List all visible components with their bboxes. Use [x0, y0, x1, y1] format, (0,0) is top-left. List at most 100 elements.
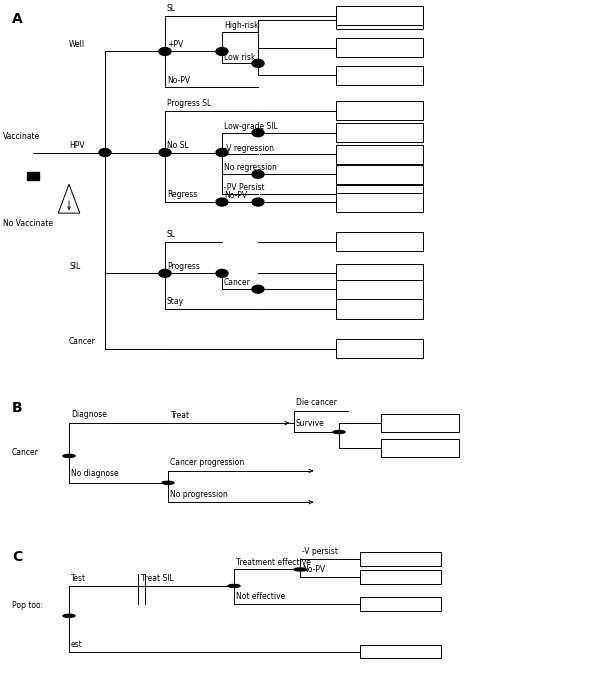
- Bar: [27, 172, 39, 180]
- Text: Treat: Treat: [171, 411, 190, 420]
- FancyBboxPatch shape: [336, 339, 423, 358]
- Text: Well: Well: [69, 40, 85, 49]
- FancyBboxPatch shape: [336, 123, 423, 142]
- Circle shape: [252, 129, 264, 137]
- FancyBboxPatch shape: [336, 38, 423, 57]
- Text: Dead: Dead: [410, 418, 430, 427]
- Text: -PV Persist: -PV Persist: [224, 183, 265, 193]
- Text: Cancer: Cancer: [224, 279, 251, 287]
- Text: Well: Well: [371, 197, 388, 206]
- Text: Low risk  PV: Low risk PV: [356, 43, 403, 52]
- Text: No SL: No SL: [167, 141, 188, 150]
- Text: High grade SL: High grade SL: [353, 106, 406, 115]
- Text: HPV: HPV: [392, 555, 409, 564]
- Text: -V regression: -V regression: [224, 144, 274, 153]
- FancyBboxPatch shape: [336, 6, 423, 25]
- Text: Cancer progression: Cancer progression: [170, 458, 244, 467]
- Text: No-PV: No-PV: [167, 76, 190, 85]
- Circle shape: [228, 584, 240, 587]
- Text: Diagnose: Diagnose: [71, 409, 107, 418]
- FancyBboxPatch shape: [360, 597, 441, 611]
- Text: Treat SIL: Treat SIL: [141, 574, 174, 583]
- Text: Well: Well: [392, 573, 409, 582]
- Circle shape: [216, 149, 228, 156]
- Text: Well: Well: [371, 237, 388, 246]
- FancyBboxPatch shape: [336, 165, 423, 183]
- Text: A: A: [12, 12, 23, 26]
- Text: Low-grade SIL: Low-grade SIL: [224, 122, 278, 131]
- Circle shape: [162, 482, 174, 484]
- Circle shape: [252, 198, 264, 206]
- Text: High-grade SIL: High-grade SIL: [351, 269, 408, 278]
- Text: C: C: [12, 550, 22, 564]
- Circle shape: [159, 47, 171, 56]
- FancyBboxPatch shape: [336, 300, 423, 318]
- Text: High-risk HPV: High-risk HPV: [353, 15, 406, 24]
- Text: Cancer: Cancer: [69, 337, 96, 346]
- Text: HPV: HPV: [371, 170, 388, 179]
- Text: Low grade SIL: Low grade SIL: [353, 128, 406, 137]
- Text: Stay: Stay: [167, 297, 184, 306]
- FancyBboxPatch shape: [336, 264, 423, 283]
- Circle shape: [216, 270, 228, 277]
- Text: Progress SL: Progress SL: [167, 99, 211, 108]
- Text: No progression: No progression: [170, 489, 227, 498]
- Circle shape: [216, 198, 228, 206]
- Text: SL: SL: [167, 4, 176, 13]
- Text: Cancer subtree: Cancer subtree: [350, 344, 409, 353]
- Circle shape: [252, 60, 264, 67]
- Circle shape: [99, 149, 111, 156]
- FancyBboxPatch shape: [336, 10, 423, 29]
- Text: Well: Well: [371, 150, 388, 159]
- Text: -V persist: -V persist: [302, 547, 338, 556]
- FancyBboxPatch shape: [360, 553, 441, 566]
- FancyBboxPatch shape: [336, 185, 423, 204]
- Text: +PV: +PV: [167, 40, 183, 49]
- FancyBboxPatch shape: [381, 439, 459, 457]
- Text: Die cancer: Die cancer: [296, 398, 337, 407]
- Text: Pop too:: Pop too:: [12, 601, 43, 610]
- Circle shape: [294, 568, 306, 571]
- Text: No diagnose: No diagnose: [71, 469, 118, 478]
- Text: Not effective: Not effective: [236, 592, 285, 601]
- Text: SIL: SIL: [374, 11, 385, 20]
- Circle shape: [252, 285, 264, 293]
- Circle shape: [252, 170, 264, 178]
- Circle shape: [333, 430, 345, 434]
- Text: No-PV: No-PV: [302, 565, 325, 574]
- Text: High-risk: High-risk: [224, 21, 259, 30]
- FancyBboxPatch shape: [336, 232, 423, 251]
- Text: No Vaccinate: No Vaccinate: [3, 220, 53, 229]
- Text: HPV: HPV: [69, 141, 85, 150]
- Text: Vaccinate: Vaccinate: [3, 132, 40, 141]
- Text: Progress: Progress: [167, 262, 200, 271]
- Text: SIL: SIL: [374, 304, 385, 313]
- Text: Test: Test: [71, 574, 86, 583]
- Text: No-PV: No-PV: [224, 191, 247, 200]
- FancyBboxPatch shape: [336, 279, 423, 299]
- Text: est: est: [71, 639, 83, 648]
- Text: SIL: SIL: [69, 262, 80, 271]
- Circle shape: [159, 149, 171, 156]
- Text: Cancer: Cancer: [366, 285, 393, 294]
- Text: No regression: No regression: [224, 163, 277, 172]
- Text: HPV: HPV: [371, 190, 388, 199]
- FancyBboxPatch shape: [381, 414, 459, 432]
- FancyBboxPatch shape: [336, 101, 423, 120]
- Text: Well: Well: [371, 71, 388, 80]
- Text: Cancer: Cancer: [407, 444, 433, 453]
- Text: Treatment effective: Treatment effective: [236, 557, 311, 566]
- Text: Low risk: Low risk: [224, 53, 255, 62]
- Text: SL: SL: [167, 230, 176, 239]
- FancyBboxPatch shape: [360, 645, 441, 658]
- Text: B: B: [12, 400, 23, 415]
- FancyBboxPatch shape: [336, 145, 423, 164]
- Text: Stay: Stay: [392, 647, 409, 656]
- Text: Survive: Survive: [296, 419, 325, 428]
- FancyBboxPatch shape: [336, 66, 423, 85]
- Text: Regress: Regress: [167, 190, 197, 199]
- Circle shape: [159, 270, 171, 277]
- Circle shape: [216, 47, 228, 56]
- Text: Cancer: Cancer: [12, 448, 39, 457]
- FancyBboxPatch shape: [360, 570, 441, 584]
